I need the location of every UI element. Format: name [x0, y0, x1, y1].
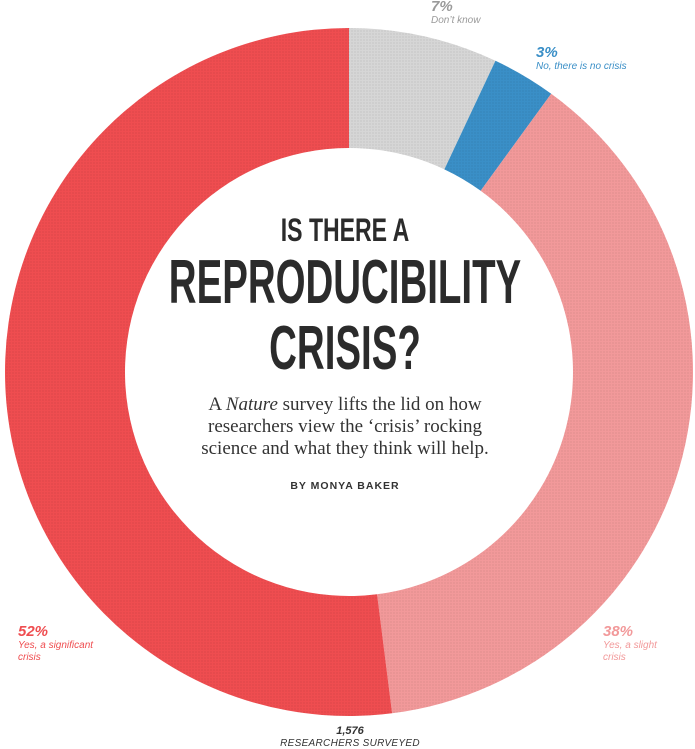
deck-prefix: A	[208, 394, 226, 415]
slice-yes-a-significant-crisis-category-label: Yes, a significant crisis	[18, 640, 94, 663]
slice-yes-a-significant-crisis-texture	[5, 28, 393, 716]
slice-yes-a-significant-crisis-percent-label: 52%	[18, 623, 48, 640]
slice-no-there-is-no-crisis-percent-label: 3%	[536, 44, 558, 61]
deck-rest: survey lifts the lid on how researchers …	[201, 394, 489, 459]
slice-don-t-know-texture	[349, 28, 496, 170]
respondent-label: RESEARCHERS SURVEYED	[280, 738, 420, 749]
headline-line-1: IS THERE A	[280, 212, 410, 248]
respondent-count: 1,576	[336, 725, 364, 737]
slice-yes-a-slight-crisis-percent-label: 38%	[603, 623, 633, 640]
slice-no-there-is-no-crisis-texture	[444, 60, 552, 191]
headline-line-2: REPRODUCIBILITY	[168, 248, 522, 317]
donut-slices	[5, 28, 694, 716]
deck-italic: Nature	[225, 394, 278, 415]
headline-block: IS THERE A REPRODUCIBILITY CRISIS? A Nat…	[169, 210, 521, 492]
slice-yes-a-slight-crisis-texture	[377, 93, 694, 714]
byline: BY MONYA BAKER	[290, 480, 400, 492]
deck-text: A Nature survey lifts the lid on how res…	[185, 394, 505, 460]
headline-line-3: CRISIS?	[269, 314, 421, 383]
slice-yes-a-slight-crisis-category-label: Yes, a slight crisis	[603, 640, 658, 663]
slice-no-there-is-no-crisis-category-label: No, there is no crisis	[536, 61, 627, 72]
slice-don-t-know-percent-label: 7%	[431, 0, 453, 15]
slice-don-t-know-category-label: Don’t know	[431, 15, 481, 26]
